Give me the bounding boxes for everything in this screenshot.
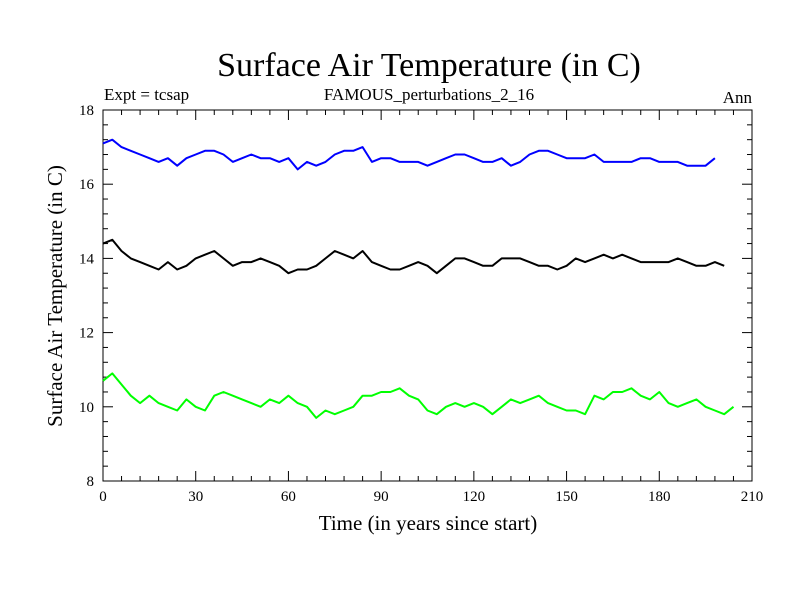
x-tick-label: 0 (99, 489, 107, 505)
series-line (102, 372, 735, 419)
series-line (102, 138, 716, 171)
series-layer (102, 138, 735, 419)
plot-frame (102, 109, 753, 482)
y-tick-label: 14 (79, 251, 95, 267)
y-tick-label: 8 (87, 474, 95, 490)
x-tick-labels: 0 30 60 90 120 150 180 210 (99, 489, 763, 505)
period-label: Ann (723, 88, 753, 107)
experiment-label: Expt = tcsap (104, 85, 189, 104)
x-tick-label: 150 (555, 489, 578, 505)
run-name-label: FAMOUS_perturbations_2_16 (324, 85, 534, 104)
x-tick-label: 30 (188, 489, 203, 505)
chart-title: Surface Air Temperature (in C) (217, 47, 641, 84)
y-tick-label: 16 (79, 177, 95, 193)
y-tick-labels: 8 10 12 14 16 18 (79, 103, 95, 490)
x-axis-label: Time (in years since start) (319, 511, 538, 535)
axis-ticks (102, 109, 753, 482)
x-tick-label: 60 (281, 489, 296, 505)
x-tick-label: 180 (648, 489, 671, 505)
y-tick-label: 12 (79, 326, 94, 342)
y-tick-label: 10 (79, 400, 94, 416)
x-tick-label: 210 (741, 489, 764, 505)
y-axis-label: Surface Air Temperature (in C) (43, 165, 67, 427)
x-tick-label: 90 (374, 489, 389, 505)
x-tick-label: 120 (463, 489, 486, 505)
y-tick-label: 18 (79, 103, 94, 119)
series-line (102, 238, 725, 275)
